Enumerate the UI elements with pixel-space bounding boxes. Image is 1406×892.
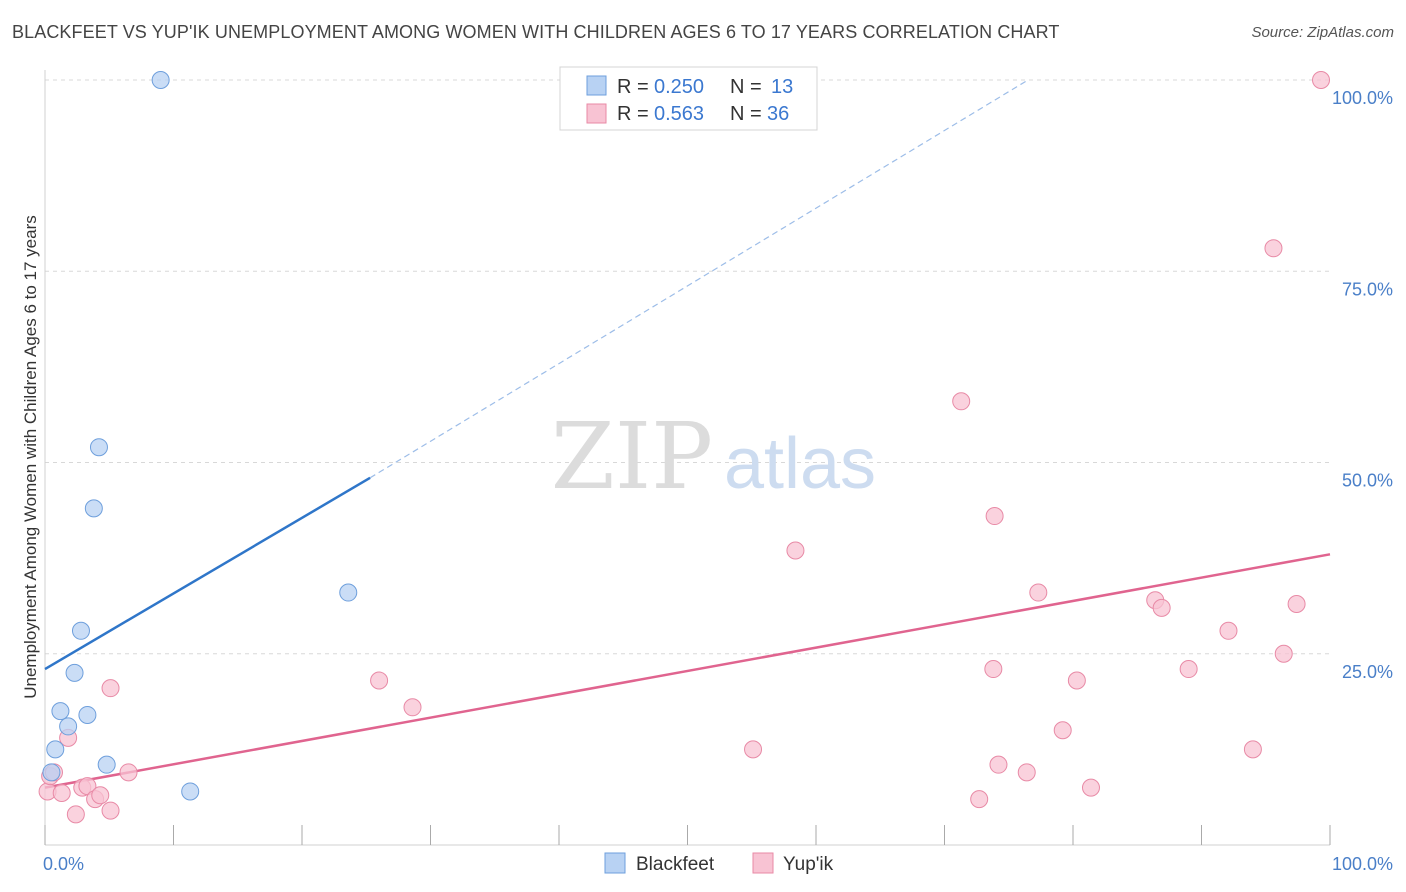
point-blackfeet <box>59 717 78 736</box>
chart-source: Source: ZipAtlas.com <box>1251 24 1394 41</box>
point-yupik <box>1287 595 1306 614</box>
point-yupik <box>989 755 1008 774</box>
legend-n-label-1: N = <box>730 76 762 98</box>
tick-labels: 100.0% 75.0% 50.0% 25.0% 0.0% 100.0% <box>43 88 1393 874</box>
point-yupik <box>1219 621 1238 640</box>
bottom-legend: Blackfeet Yup'ik <box>604 852 834 875</box>
point-yupik <box>1067 671 1086 690</box>
y-axis-title: Unemployment Among Women with Children A… <box>21 215 40 699</box>
legend-n-value-1: 13 <box>771 76 793 98</box>
point-yupik <box>1243 740 1262 759</box>
legend-swatch-blackfeet <box>586 75 607 96</box>
bottom-legend-label-yupik: Yup'ik <box>783 854 834 875</box>
point-yupik <box>984 660 1003 679</box>
axes <box>44 70 1331 846</box>
y-tick-label: 75.0% <box>1342 279 1393 299</box>
trend-lines <box>44 79 1331 789</box>
point-blackfeet <box>51 702 70 721</box>
x-tick-label: 100.0% <box>1332 854 1393 874</box>
chart-title: BLACKFEET VS YUP'IK UNEMPLOYMENT AMONG W… <box>12 22 1060 42</box>
watermark-zip: ZIP <box>551 403 713 510</box>
point-yupik <box>1029 583 1048 602</box>
trend-line-blackfeet <box>44 476 371 671</box>
point-blackfeet <box>181 782 200 801</box>
point-yupik <box>985 507 1004 526</box>
legend-box: R = 0.250 N = 13 R = 0.563 N = 36 <box>559 66 818 131</box>
point-blackfeet <box>46 740 65 759</box>
bottom-legend-label-blackfeet: Blackfeet <box>636 854 715 875</box>
y-tick-label: 100.0% <box>1332 88 1393 108</box>
data-points <box>38 71 1331 824</box>
point-blackfeet <box>339 583 358 602</box>
point-yupik <box>744 740 763 759</box>
point-yupik <box>1053 721 1072 740</box>
point-yupik <box>101 679 120 698</box>
point-yupik <box>91 786 110 805</box>
point-blackfeet <box>78 705 97 724</box>
point-yupik <box>119 763 138 782</box>
point-yupik <box>52 783 71 802</box>
trend-line-blackfeet-projection <box>369 79 1029 479</box>
bottom-legend-swatch-yupik <box>752 852 774 874</box>
point-yupik <box>101 801 120 820</box>
point-yupik <box>66 805 85 824</box>
watermark-atlas: atlas <box>724 424 876 504</box>
point-blackfeet <box>97 755 116 774</box>
point-yupik <box>952 392 971 411</box>
trend-line-yupik <box>44 553 1331 789</box>
point-yupik <box>1264 239 1283 258</box>
point-blackfeet <box>42 763 61 782</box>
legend-r-label-1: R = <box>617 76 649 98</box>
legend-n-label-2: N = <box>730 103 762 125</box>
y-tick-label: 25.0% <box>1342 662 1393 682</box>
point-yupik <box>1179 660 1198 679</box>
point-yupik <box>1152 598 1171 617</box>
point-yupik <box>970 790 989 809</box>
legend-n-value-2: 36 <box>767 103 789 125</box>
x-tick-label: 0.0% <box>43 854 84 874</box>
point-yupik <box>1312 71 1331 89</box>
point-blackfeet <box>89 438 108 457</box>
point-yupik <box>1274 644 1293 663</box>
legend-r-label-2: R = <box>617 103 649 125</box>
legend-r-value-2: 0.563 <box>654 103 704 125</box>
bottom-legend-swatch-blackfeet <box>604 852 626 874</box>
y-tick-label: 50.0% <box>1342 471 1393 491</box>
point-blackfeet <box>84 499 103 518</box>
grid-lines <box>45 79 1330 655</box>
legend-swatch-yupik <box>586 103 607 124</box>
legend-r-value-1: 0.250 <box>654 76 704 98</box>
point-blackfeet <box>65 663 84 682</box>
point-yupik <box>403 698 422 717</box>
point-yupik <box>370 671 389 690</box>
point-blackfeet <box>151 71 170 89</box>
point-yupik <box>786 541 805 560</box>
point-blackfeet <box>71 621 90 640</box>
point-yupik <box>1081 778 1100 797</box>
point-yupik <box>1017 763 1036 782</box>
